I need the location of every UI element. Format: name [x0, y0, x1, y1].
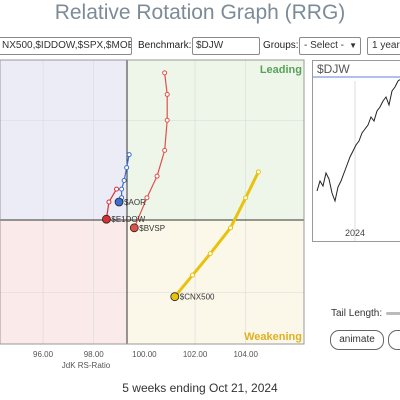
series-point — [124, 165, 130, 171]
series-label: $CNX500 — [180, 293, 215, 302]
x-tick-label: 102.00 — [183, 350, 208, 359]
x-tick-label: 98.00 — [84, 350, 105, 359]
benchmark-label: Benchmark: — [138, 40, 192, 51]
series-point — [190, 272, 196, 278]
series-point — [114, 186, 120, 192]
x-axis-ticks: 96.00 98.00 100.00 102.00 104.00 — [33, 350, 258, 359]
groups-select[interactable]: - Select - ▼ — [299, 37, 361, 55]
period-caption: 5 weeks ending Oct 21, 2024 — [122, 381, 278, 395]
next-button[interactable] — [388, 330, 400, 350]
series-label: $AOR — [124, 198, 146, 207]
series-label: $E1DOW — [111, 215, 145, 224]
x-tick-label: 100.00 — [132, 350, 157, 359]
page-title: Relative Rotation Graph (RRG) — [54, 1, 346, 24]
series-point — [228, 225, 234, 231]
leading-label: Leading — [260, 64, 302, 76]
chevron-down-icon: ▼ — [349, 41, 357, 50]
series-head-point[interactable] — [102, 214, 111, 224]
x-axis-label: JdK RS-Ratio — [62, 361, 111, 370]
series-point — [144, 195, 150, 201]
plot-border — [0, 59, 305, 345]
mini-chart-price-line — [316, 79, 400, 203]
series-point — [154, 173, 160, 179]
series-point — [121, 177, 127, 183]
series-point — [243, 195, 249, 201]
series-point — [119, 186, 125, 192]
x-tick-label: 96.00 — [33, 350, 54, 359]
series-point — [106, 199, 112, 205]
series-point — [255, 169, 261, 175]
mini-chart-svg — [313, 76, 400, 241]
series-label: $BVSP — [139, 224, 165, 233]
gridlines — [0, 60, 304, 344]
series-point — [126, 152, 132, 158]
series-head-point[interactable] — [170, 292, 180, 302]
benchmark-mini-chart: $DJW — [312, 60, 400, 242]
series-point — [162, 70, 168, 76]
series-head-point[interactable] — [129, 223, 139, 233]
series-point — [164, 117, 170, 123]
series-point — [164, 91, 170, 97]
quadrant-weakening — [127, 220, 304, 344]
groups-label: Groups: — [263, 40, 299, 51]
series-head-point[interactable] — [114, 197, 124, 207]
tail-length-slider[interactable] — [386, 312, 400, 315]
period-select[interactable]: 1 year — [367, 37, 400, 55]
x-tick-label: 104.00 — [233, 350, 258, 359]
symbols-input[interactable]: NX500,$IDDOW,$SPX,$MOE) — [0, 37, 132, 55]
animate-button[interactable]: animate — [330, 330, 384, 350]
quadrant-improving — [0, 60, 127, 220]
series-line-3 — [173, 171, 260, 298]
tail-length-label: Tail Length: — [331, 308, 383, 319]
groups-selected-value: - Select - — [304, 40, 345, 51]
quadrant-lagging — [0, 220, 127, 344]
series-point — [162, 147, 168, 153]
quadrant-leading — [127, 60, 304, 220]
toolbar: NX500,$IDDOW,$SPX,$MOE) Benchmark: $DJW … — [0, 36, 400, 56]
series-point — [207, 251, 213, 257]
mini-chart-year: 2024 — [345, 228, 366, 238]
tails: $BVSP $AOR $E1DOW $CNX500 — [102, 70, 261, 302]
benchmark-input[interactable]: $DJW — [192, 37, 260, 55]
mini-chart-label: $DJW — [317, 62, 350, 76]
weakening-label: Weakening — [244, 331, 302, 343]
rrg-chart: Leading Weakening $BVSP $AOR $E1DOW $CNX500… — [0, 59, 305, 370]
